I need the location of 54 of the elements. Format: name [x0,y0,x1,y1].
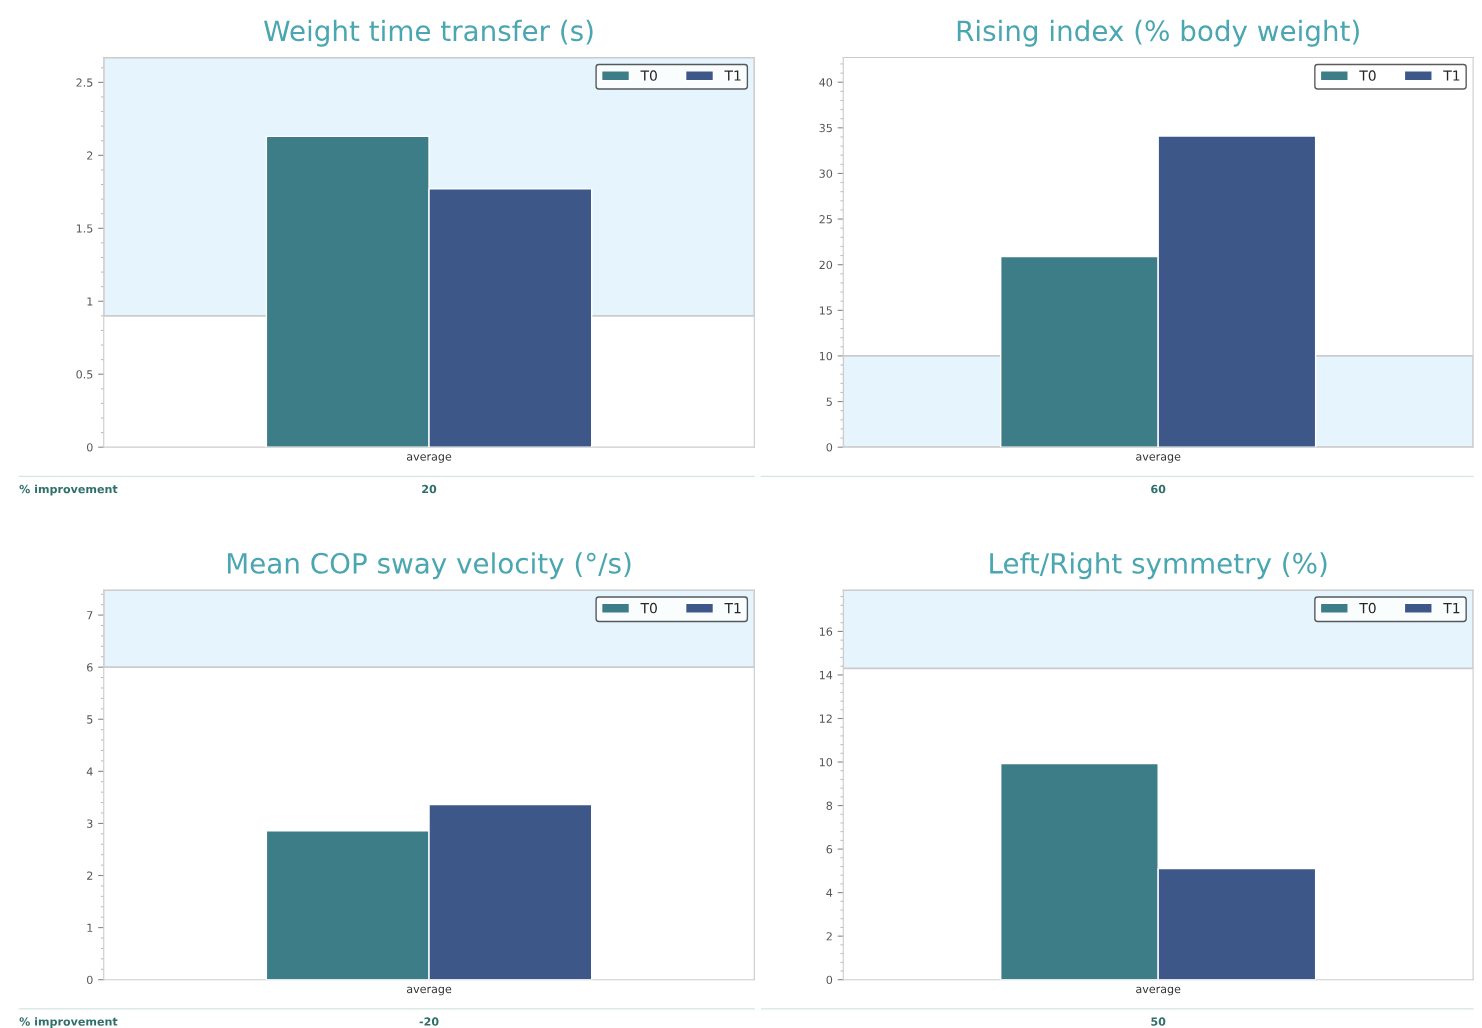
y-tick-label: 5 [826,397,832,406]
y-tick-label: 1.5 [76,224,93,233]
text: 20 [422,484,437,494]
legend-label: T0 [640,602,657,614]
y-tick-label: 10 [819,351,833,361]
y-tick-label: 0.5 [76,370,93,379]
y-tick-label: 10 [819,758,833,767]
x-tick-label: average [406,454,452,463]
y-tick-label: 30 [819,169,833,178]
y-tick-label: 7 [87,611,93,620]
legend-label: T0 [640,70,657,81]
y-tick-label: 0 [826,975,833,985]
y-tick-label: 35 [819,123,832,133]
y-tick-label: 0 [826,443,833,452]
x-tick-label: average [406,986,452,996]
chart-title: Rising index (% body weight) [957,19,1359,47]
text: -20 [419,1017,439,1026]
y-tick-label: 1 [87,923,93,932]
legend-label: T0 [1359,70,1376,81]
y-tick-label: 14 [819,671,833,680]
y-tick-label: 40 [819,78,833,87]
y-tick-label: 6 [87,663,93,672]
y-tick-label: 4 [826,888,833,897]
y-tick-label: 6 [826,845,833,854]
y-tick-label: 25 [819,215,832,224]
legend-label: T0 [1359,602,1376,614]
y-tick-label: 15 [819,306,832,315]
y-tick-label: 0 [86,443,93,452]
legend-label: T1 [724,70,741,81]
y-tick-label: 3 [87,819,93,828]
legend-label: T1 [724,603,741,614]
chart-title: Mean COP sway velocity (°/s) [227,552,631,580]
y-tick-label: 4 [86,767,93,776]
y-tick-label: 2 [826,932,832,941]
text: % improvement [19,1017,118,1028]
text: 50 [1151,1017,1166,1026]
y-tick-label: 2 [87,871,93,880]
legend-label: T1 [1443,70,1460,81]
text: % improvement [19,484,118,496]
y-tick-label: 5 [87,715,93,724]
y-tick-label: 2 [87,151,93,160]
legend-label: T1 [1443,603,1460,614]
y-tick-label: 1 [87,297,93,306]
y-tick-label: 20 [819,260,833,270]
y-tick-label: 12 [819,714,832,723]
chart-title: Left/Right symmetry (%) [990,552,1327,580]
y-tick-label: 0 [86,975,93,985]
x-tick-label: average [1136,986,1181,996]
y-tick-label: 16 [819,627,833,636]
y-tick-label: 2.5 [76,78,93,87]
y-tick-label: 8 [826,801,833,810]
x-tick-label: average [1136,454,1181,463]
text: 60 [1151,484,1166,494]
chart-title: Weight time transfer (s) [264,19,593,47]
